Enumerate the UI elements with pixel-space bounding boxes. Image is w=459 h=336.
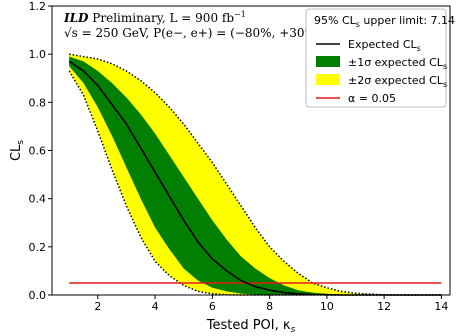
annotation-line-2: √s = 250 GeV, P(e−, e+) = (−80%, +30%) [64,26,321,40]
legend-label: α = 0.05 [348,92,396,105]
y-tick-label: 1.0 [29,48,47,61]
annotation-line-1: ILD Preliminary, L = 900 fb−1 [63,10,246,25]
x-tick-label: 2 [94,300,101,313]
legend-items: Expected CLs ±1σ expected CLs ±2σ expected… [316,38,447,105]
x-tick-label: 12 [377,300,391,313]
legend-title: 95% CLs upper limit: 7.14 [314,14,455,29]
legend-swatch [316,56,340,67]
band-2sigma-upper-edge [69,53,442,296]
y-tick-label: 0.0 [29,289,47,302]
y-tick-label: 0.6 [29,145,47,158]
y-tick-label: 1.2 [29,0,47,13]
y-tick-label: 0.4 [29,193,47,206]
y-tick-label: 0.2 [29,241,47,254]
legend-swatch [316,74,340,85]
bands-group [69,54,442,296]
x-axis-label: Tested POI, κs [206,318,296,335]
band-1sigma [69,56,442,295]
x-tick-label: 6 [209,300,216,313]
x-tick-label: 14 [434,300,448,313]
legend-label: ±2σ expected CLs [348,74,447,89]
x-tick-label: 10 [320,300,334,313]
x-tick-label: 4 [152,300,159,313]
legend-label: ±1σ expected CLs [348,56,447,71]
y-axis-label: CLs [9,140,26,161]
x-tick-label: 8 [266,300,273,313]
ticks-group: 2 4 6 8 10 12 14 0.0 0.2 0.4 0.6 0.8 1.0 1.2 [29,0,449,313]
legend-box [305,8,447,108]
y-tick-label: 0.8 [29,96,47,109]
legend-label: Expected CLs [348,38,421,53]
legend: 95% CLs upper limit: 7.14 Expected CLs ±1… [305,8,455,108]
